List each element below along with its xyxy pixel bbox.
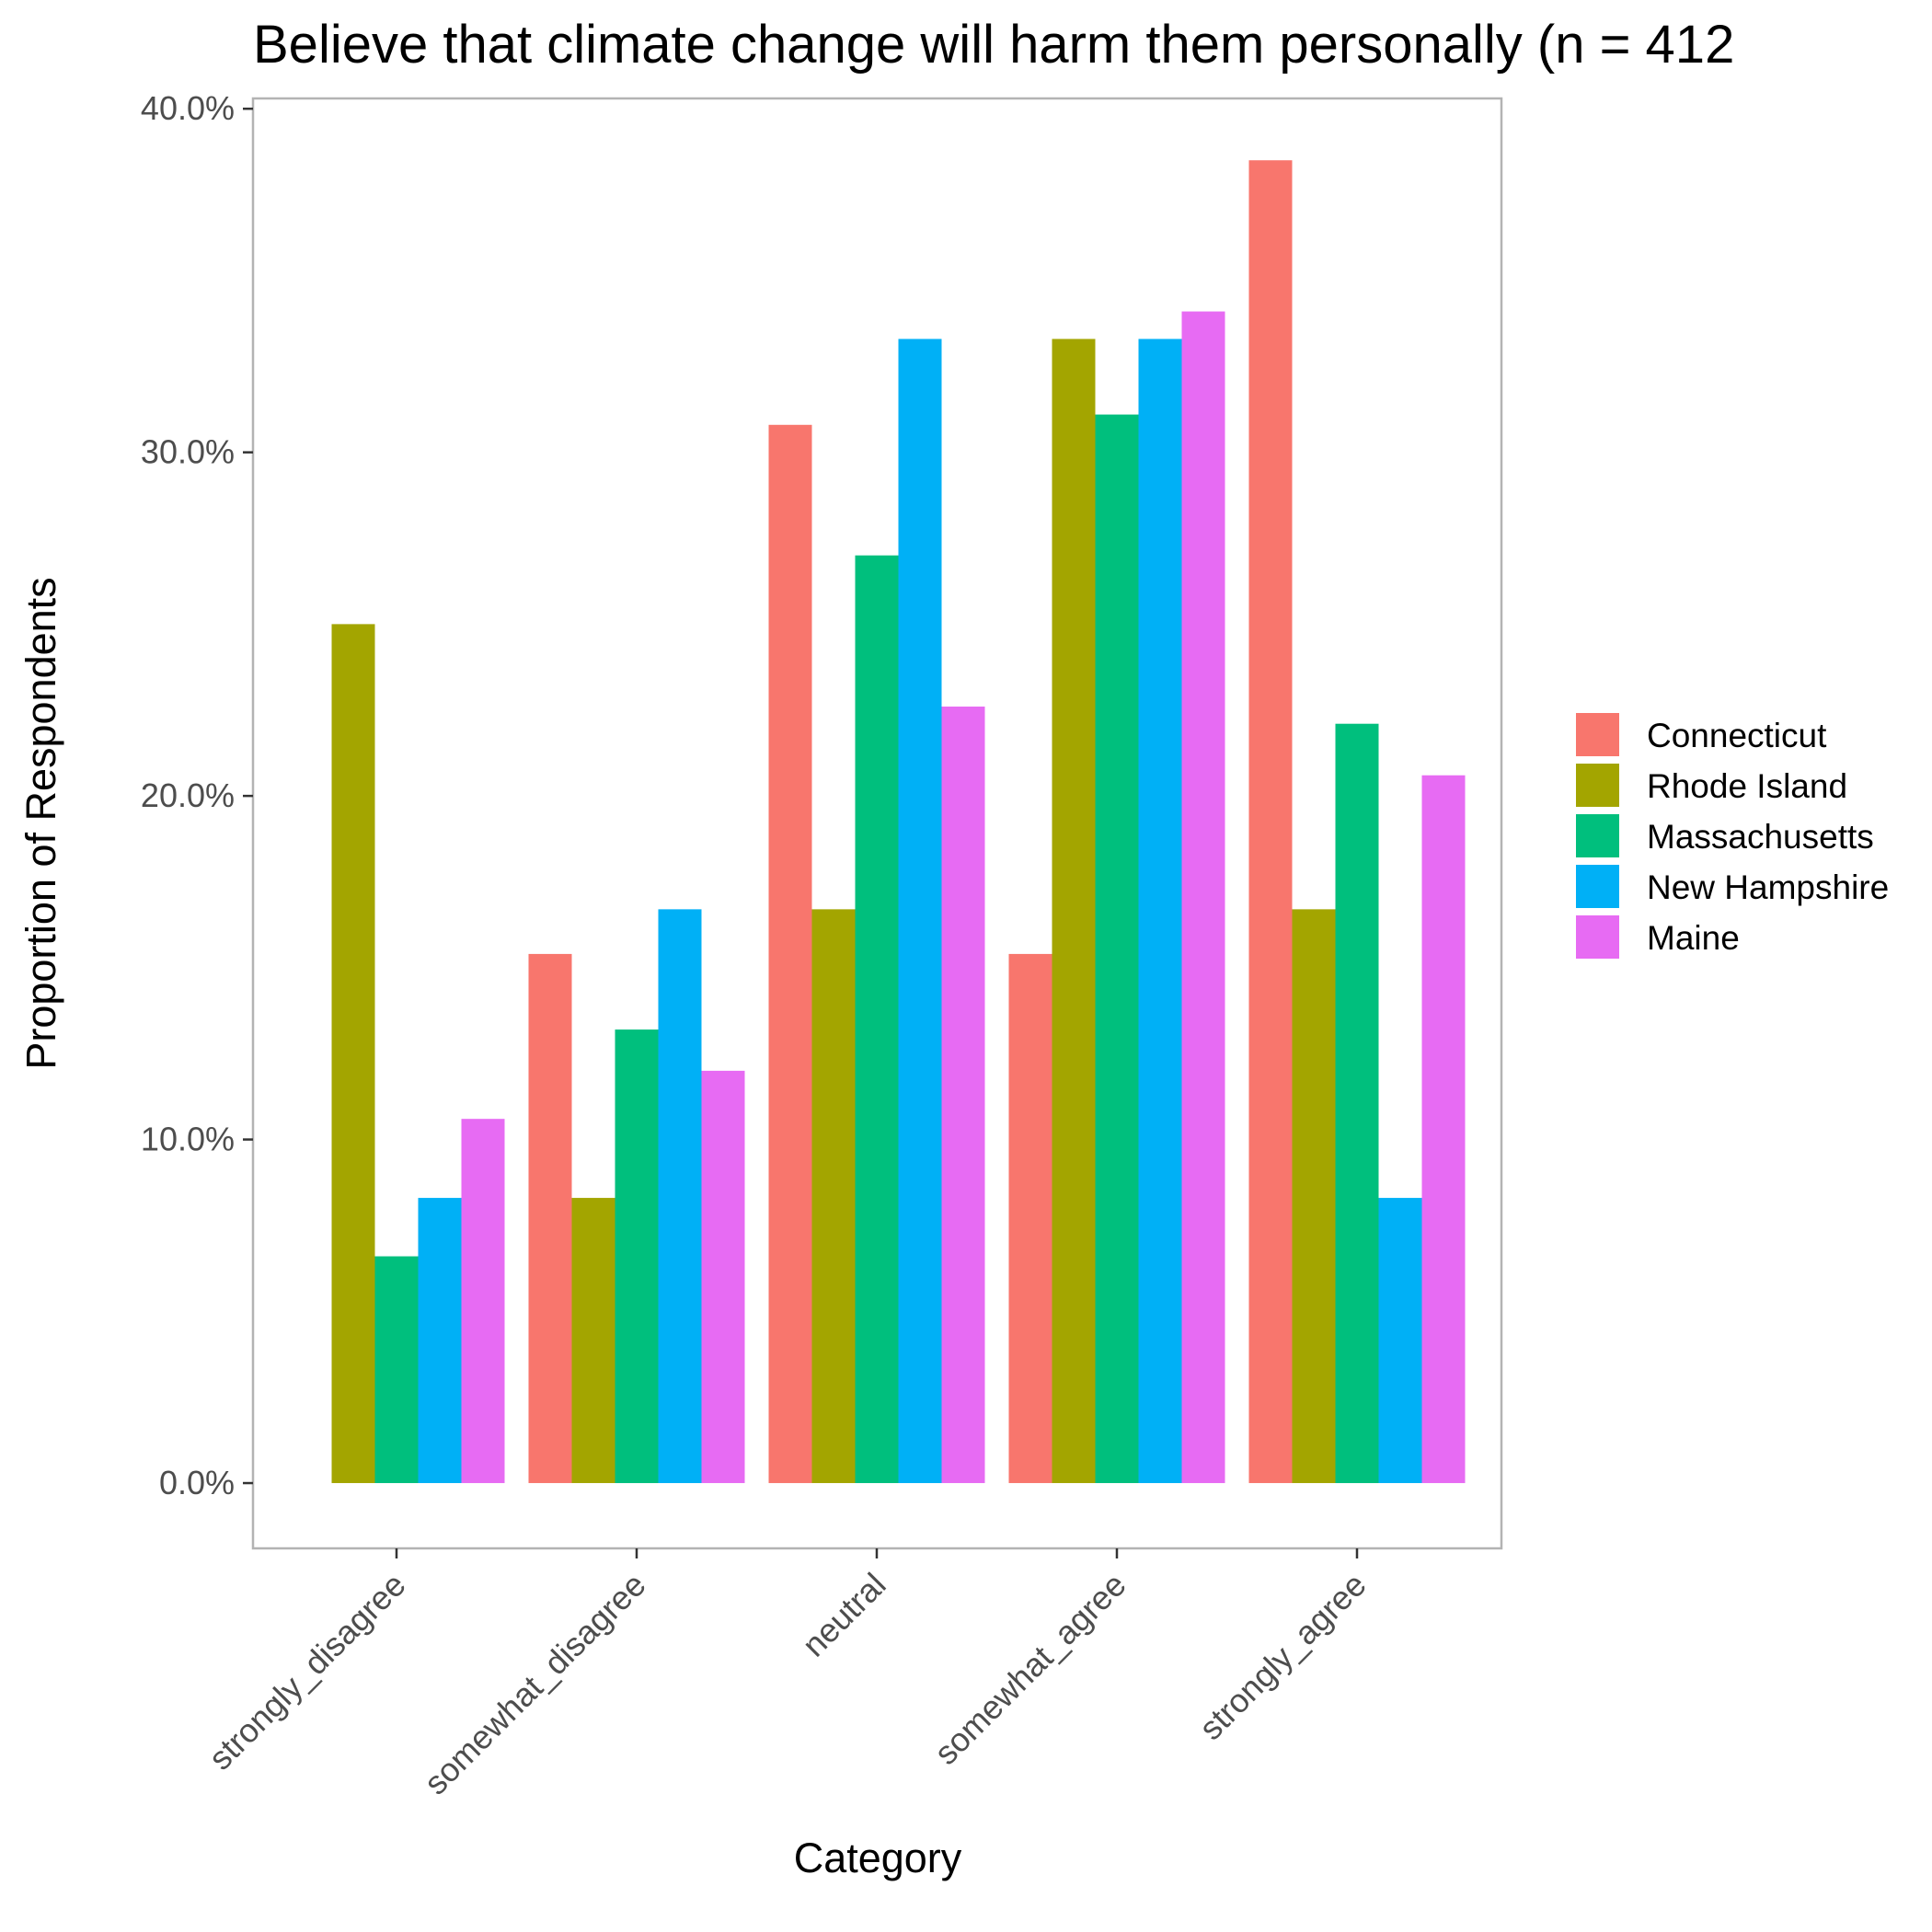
y-tick-label: 0.0%: [159, 1464, 235, 1501]
legend-label: Connecticut: [1647, 717, 1827, 754]
bar-strongly-disagree-rhode-island: [331, 624, 375, 1484]
x-tick-label: somewhat_agree: [926, 1566, 1133, 1772]
x-axis-title: Category: [794, 1834, 962, 1881]
legend-label: New Hampshire: [1647, 868, 1889, 906]
y-tick-label: 20.0%: [141, 776, 235, 814]
y-axis-title: Proportion of Respondents: [17, 577, 64, 1069]
legend-swatch: [1576, 764, 1619, 807]
x-tick-label: somewhat_disagree: [417, 1566, 653, 1802]
bar-somewhat-agree-new-hampshire: [1138, 339, 1182, 1484]
bar-somewhat-agree-maine: [1181, 311, 1225, 1484]
bar-somewhat-disagree-maine: [701, 1070, 745, 1484]
legend-label: Rhode Island: [1647, 767, 1847, 805]
legend: Connecticut Rhode Island Massachusetts New …: [1576, 713, 1889, 959]
bar-strongly-agree-massachusetts: [1335, 723, 1379, 1484]
bar-neutral-connecticut: [768, 424, 812, 1484]
bar-neutral-maine: [941, 707, 985, 1484]
legend-label: Massachusetts: [1647, 818, 1874, 856]
bar-strongly-agree-new-hampshire: [1378, 1198, 1422, 1484]
bar-somewhat-disagree-new-hampshire: [658, 909, 702, 1484]
bar-somewhat-disagree-rhode-island: [571, 1198, 615, 1484]
legend-swatch: [1576, 915, 1619, 959]
bar-somewhat-disagree-connecticut: [528, 953, 572, 1484]
x-axis: strongly_disagree somewhat_disagree neutra…: [201, 1548, 1374, 1801]
x-tick-label: neutral: [795, 1566, 893, 1664]
bar-strongly-disagree-maine: [461, 1119, 505, 1484]
legend-swatch: [1576, 814, 1619, 857]
bar-somewhat-agree-massachusetts: [1095, 414, 1139, 1484]
bar-neutral-new-hampshire: [898, 339, 942, 1484]
legend-label: Maine: [1647, 919, 1740, 957]
bar-somewhat-agree-connecticut: [1008, 953, 1052, 1484]
legend-swatch: [1576, 713, 1619, 756]
bar-strongly-disagree-massachusetts: [374, 1256, 419, 1484]
y-axis: 0.0% 10.0% 20.0% 30.0% 40.0%: [141, 89, 253, 1501]
plot-area: [331, 160, 1466, 1484]
bar-somewhat-disagree-massachusetts: [615, 1029, 659, 1484]
chart-title: Believe that climate change will harm th…: [253, 15, 1734, 75]
y-tick-label: 30.0%: [141, 433, 235, 471]
y-tick-label: 10.0%: [141, 1121, 235, 1158]
y-tick-label: 40.0%: [141, 89, 235, 127]
bar-neutral-massachusetts: [855, 555, 899, 1484]
bar-somewhat-agree-rhode-island: [1052, 339, 1096, 1484]
bar-strongly-disagree-new-hampshire: [418, 1198, 462, 1484]
bar-strongly-agree-connecticut: [1248, 160, 1293, 1484]
bar-strongly-agree-maine: [1421, 775, 1466, 1484]
x-tick-label: strongly_disagree: [201, 1566, 413, 1777]
bar-neutral-rhode-island: [811, 909, 856, 1484]
x-tick-label: strongly_agree: [1191, 1566, 1373, 1747]
bar-strongly-agree-rhode-island: [1292, 909, 1336, 1484]
legend-swatch: [1576, 865, 1619, 908]
